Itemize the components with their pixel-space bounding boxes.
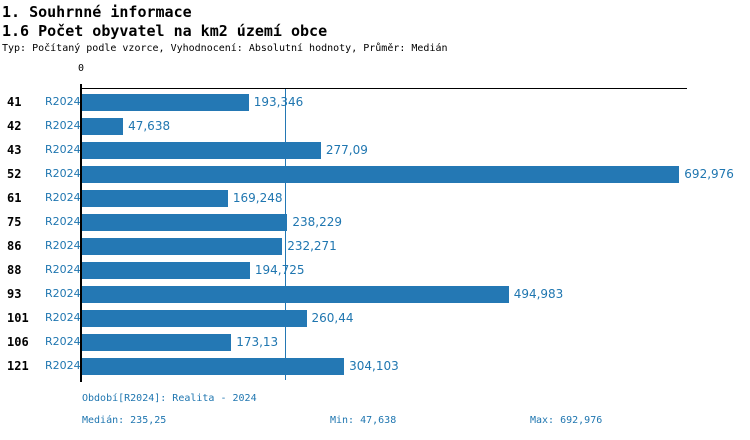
- bar: [82, 333, 232, 351]
- row-category-label: 61: [7, 191, 22, 205]
- section-title: 1. Souhrnné informace: [2, 3, 192, 21]
- bar-value-label: 193,346: [253, 95, 304, 109]
- bar: [82, 189, 228, 207]
- footer-min-label: Min: 47,638: [330, 415, 397, 426]
- bar-value-label: 692,976: [684, 167, 734, 181]
- median-reference-line: [284, 89, 286, 380]
- bar: [82, 165, 680, 183]
- chart-row: 93 R2024 494,983: [0, 282, 750, 306]
- chart-row: 42 R2024 47,638: [0, 114, 750, 138]
- footer-max-label: Max: 692,976: [530, 415, 603, 426]
- row-category-label: 43: [7, 143, 22, 157]
- chart-row: 75 R2024 238,229: [0, 210, 750, 234]
- bar-value-label: 169,248: [232, 191, 283, 205]
- bar-value-label: 277,09: [325, 143, 368, 157]
- bar-value-label: 260,44: [311, 311, 354, 325]
- row-series-label: R2024: [45, 119, 81, 132]
- chart-row: 52 R2024 692,976: [0, 162, 750, 186]
- y-axis-line: [80, 84, 82, 382]
- row-series-label: R2024: [45, 359, 81, 372]
- row-series-label: R2024: [45, 239, 81, 252]
- row-series-label: R2024: [45, 287, 81, 300]
- bar-value-label: 232,271: [287, 239, 337, 253]
- row-category-label: 101: [7, 311, 29, 325]
- x-axis-line: [82, 88, 687, 89]
- row-category-label: 42: [7, 119, 22, 133]
- row-series-label: R2024: [45, 311, 81, 324]
- row-category-label: 88: [7, 263, 22, 277]
- row-category-label: 106: [7, 335, 29, 349]
- footer-stats: Medián: 235,25 Min: 47,638 Max: 692,976: [0, 415, 750, 429]
- row-series-label: R2024: [45, 95, 81, 108]
- row-series-label: R2024: [45, 335, 81, 348]
- chart-row: 121 R2024 304,103: [0, 354, 750, 378]
- bar: [82, 309, 307, 327]
- chart-row: 101 R2024 260,44: [0, 306, 750, 330]
- row-category-label: 121: [7, 359, 29, 373]
- bar: [82, 93, 249, 111]
- row-series-label: R2024: [45, 143, 81, 156]
- bar: [82, 117, 124, 135]
- bar: [82, 357, 345, 375]
- row-series-label: R2024: [45, 167, 81, 180]
- chart-row: 41 R2024 193,346: [0, 90, 750, 114]
- row-series-label: R2024: [45, 215, 81, 228]
- bar-value-label: 494,983: [513, 287, 564, 301]
- row-category-label: 52: [7, 167, 22, 181]
- row-category-label: 93: [7, 287, 22, 301]
- chart-subtitle: Typ: Počítaný podle vzorce, Vyhodnocení:…: [2, 43, 448, 54]
- footer-median-label: Medián: 235,25: [82, 415, 167, 426]
- bar-value-label: 238,229: [292, 215, 343, 229]
- row-category-label: 75: [7, 215, 22, 229]
- row-category-label: 41: [7, 95, 22, 109]
- x-axis-origin-tick-label: 0: [77, 63, 85, 74]
- chart-rows: 41 R2024 193,346 42 R2024 47,638 43 R2024 277,09…: [0, 90, 750, 378]
- footer-period-label: Období[R2024]: Realita - 2024: [82, 393, 257, 404]
- chart-row: 88 R2024 194,725: [0, 258, 750, 282]
- bar-value-label: 194,725: [254, 263, 305, 277]
- chart-row: 43 R2024 277,09: [0, 138, 750, 162]
- chart-row: 61 R2024 169,248: [0, 186, 750, 210]
- bar: [82, 141, 321, 159]
- row-series-label: R2024: [45, 191, 81, 204]
- bar-value-label: 304,103: [349, 359, 399, 373]
- bar: [82, 213, 288, 231]
- bar: [82, 237, 283, 255]
- bar-value-label: 173,13: [236, 335, 279, 349]
- bar: [82, 285, 509, 303]
- chart-title: 1.6 Počet obyvatel na km2 území obce: [2, 22, 328, 40]
- chart-row: 86 R2024 232,271: [0, 234, 750, 258]
- chart-row: 106 R2024 173,13: [0, 330, 750, 354]
- row-category-label: 86: [7, 239, 22, 253]
- bar-value-label: 47,638: [128, 119, 171, 133]
- bar: [82, 261, 250, 279]
- row-series-label: R2024: [45, 263, 81, 276]
